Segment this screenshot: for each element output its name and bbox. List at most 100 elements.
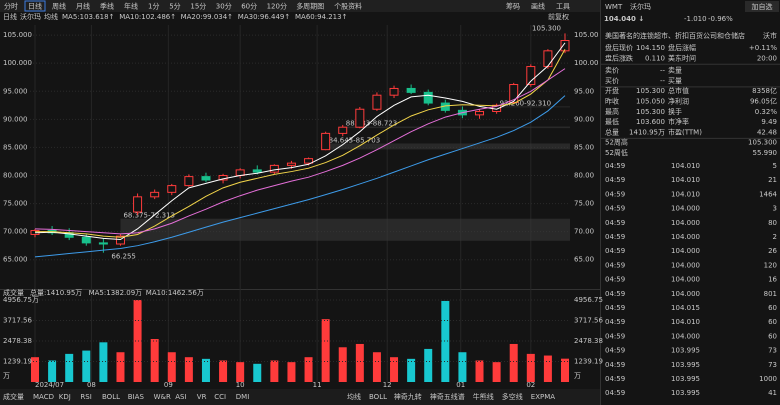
toolbar-bg: [0, 0, 600, 12]
volume-bar: [526, 353, 535, 382]
indicator-tab[interactable]: CCI: [214, 393, 226, 401]
candle-body: [475, 110, 485, 116]
ma-label: MA20:99.034↑: [181, 13, 233, 21]
stat-value: 0.110: [645, 54, 665, 62]
toolbar-tab[interactable]: 周线: [52, 2, 66, 11]
overlay-tab[interactable]: 均线: [347, 392, 361, 401]
toolbar-tab[interactable]: 年线: [124, 2, 138, 11]
candle-body: [389, 87, 399, 96]
trade-price: 104.000: [671, 205, 700, 213]
overlay-tab[interactable]: 牛熊线: [473, 392, 494, 401]
indicator-tab[interactable]: KDJ: [59, 393, 71, 401]
candle-body: [509, 84, 519, 103]
indicator-tab[interactable]: BIAS: [128, 393, 145, 401]
toolbar-tab[interactable]: 个股资料: [334, 2, 362, 11]
volume-bar: [184, 357, 193, 382]
stat-label: 买量: [668, 77, 682, 85]
desc: 美国著名的连锁超市、折扣百货公司和仓储店: [605, 31, 745, 40]
indicator-tab[interactable]: VR: [197, 393, 207, 401]
trade-price: 103.995: [671, 389, 700, 397]
add-button-bg: [745, 1, 779, 12]
tool-button[interactable]: 画线: [531, 2, 545, 11]
stat-value: +0.11%: [749, 44, 777, 52]
x-tick-label: 10: [236, 381, 245, 389]
y-tick-label-right: 2478.38: [574, 337, 603, 345]
support-band: [325, 143, 570, 150]
stat-label: 卖量: [668, 67, 682, 75]
candle-body: [115, 235, 125, 245]
ma-label: MA5:103.618↑: [62, 13, 114, 21]
stat-label: 净利润: [668, 97, 689, 106]
trade-price: 104.010: [671, 176, 700, 184]
volume-bar: [287, 362, 296, 382]
toolbar-tab[interactable]: 日线: [28, 2, 42, 11]
toolbar-tab[interactable]: 30分: [216, 2, 232, 11]
indicator-tab[interactable]: W&R: [154, 393, 171, 401]
tool-button[interactable]: 筹码: [506, 2, 520, 11]
trade-time: 04:59: [605, 219, 625, 227]
overlay-tab[interactable]: EXPMA: [531, 393, 555, 401]
toolbar-tab[interactable]: 1分: [148, 2, 159, 11]
volume-title: 成交量: [3, 288, 24, 297]
y-tick-label-right: 70.00: [574, 228, 594, 236]
toolbar-tab[interactable]: 多周期图: [296, 2, 324, 11]
tool-button[interactable]: 工具: [556, 3, 570, 11]
stat-value: 104.150: [636, 44, 665, 52]
indicator-tab[interactable]: RSI: [80, 393, 91, 401]
overlay-tab[interactable]: 神奇九转: [394, 392, 422, 401]
candle-body: [133, 196, 143, 213]
change: -1.010: [684, 15, 707, 23]
x-tick-label: 08: [87, 381, 96, 389]
volume-bar: [475, 360, 484, 382]
trade-price: 103.995: [671, 375, 700, 383]
stat-value: 105.300: [748, 139, 777, 147]
y-tick-label: 85.000: [3, 143, 28, 151]
overlay-tab[interactable]: BOLL: [369, 393, 387, 401]
indicator-tab[interactable]: 成交量: [3, 392, 24, 401]
add-button[interactable]: 加自选: [752, 2, 773, 11]
stat-label: 买价: [605, 77, 619, 85]
toolbar-tab[interactable]: 60分: [241, 2, 257, 11]
volume-bar: [270, 360, 279, 382]
toolbar-tab[interactable]: 5分: [169, 2, 180, 11]
band-label: 84.643-85.703: [329, 136, 381, 144]
toolbar-tab[interactable]: 分时: [4, 2, 18, 11]
stat-value: 105.300: [636, 108, 665, 116]
overlay-tab[interactable]: 神奇五线谱: [430, 392, 465, 401]
toolbar-tab[interactable]: 季线: [100, 2, 114, 11]
price: 104.040 ↓: [604, 15, 644, 23]
stat-label: 52周高: [605, 138, 628, 147]
indicator-tab[interactable]: DMI: [236, 393, 250, 401]
trade-price: 104.010: [671, 162, 700, 170]
volume-bar: [355, 343, 364, 382]
toolbar-tab[interactable]: 月线: [76, 2, 90, 11]
indicator-tab[interactable]: ASI: [175, 393, 186, 401]
trade-time: 04:59: [605, 290, 625, 298]
indicator: 均线: [44, 12, 58, 21]
stat-value: 105.300: [636, 87, 665, 95]
trade-time: 04:59: [605, 375, 625, 383]
y-tick-label: 80.000: [3, 171, 28, 179]
trade-time: 04:59: [605, 233, 625, 241]
y-tick-label-right: 100.00: [574, 59, 599, 67]
indicator-tab[interactable]: BOLL: [102, 393, 120, 401]
y-tick-label-right: 105.00: [574, 31, 599, 39]
support-band: [120, 218, 570, 241]
stat-value: 96.05亿: [750, 97, 777, 106]
indicator-tab[interactable]: MACD: [33, 393, 54, 401]
volume-bar: [441, 300, 450, 382]
overlay-tab[interactable]: 多空线: [502, 392, 523, 401]
toolbar-tab[interactable]: 120分: [267, 2, 287, 11]
volume-bar: [321, 319, 330, 382]
stat-value: 105.050: [636, 98, 665, 106]
y-tick-label: 1239.19: [3, 358, 32, 366]
y-tick-label: 70.000: [3, 228, 28, 236]
trade-price: 104.000: [671, 290, 700, 298]
stat-value: 0.32%: [755, 108, 778, 116]
toolbar-tab[interactable]: 15分: [190, 2, 206, 11]
candle-body: [543, 50, 553, 68]
y-tick-label: 75.000: [3, 200, 28, 208]
chart-title: 日线: [3, 12, 17, 21]
candle-body: [184, 176, 194, 187]
candle-body: [201, 176, 211, 181]
